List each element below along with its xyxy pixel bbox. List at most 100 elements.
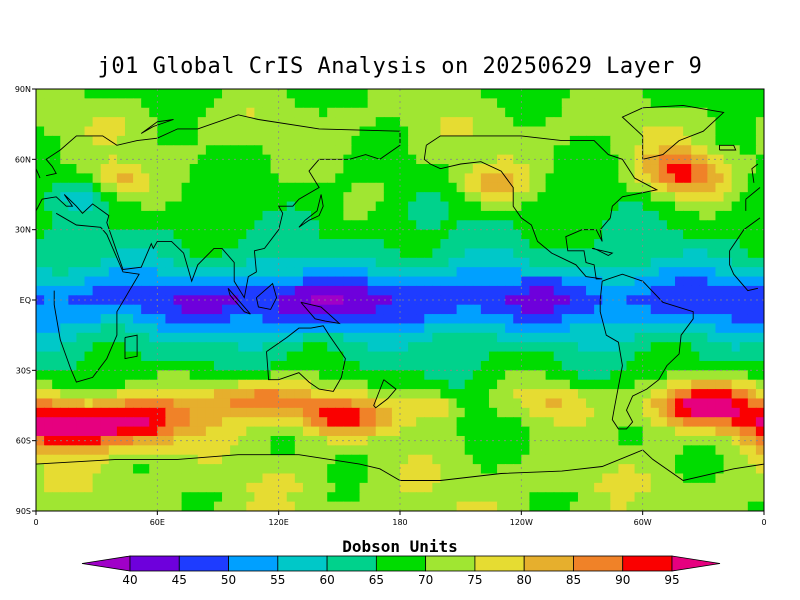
field-cell	[513, 417, 522, 428]
field-cell	[650, 314, 660, 325]
field-cell	[537, 351, 547, 362]
field-cell	[165, 304, 175, 315]
field-cell	[375, 482, 385, 493]
field-cell	[76, 89, 86, 99]
field-cell	[391, 370, 401, 381]
field-cell	[133, 323, 142, 334]
field-cell	[44, 351, 53, 362]
field-cell	[675, 220, 684, 231]
field-cell	[586, 464, 595, 475]
field-cell	[294, 89, 304, 99]
field-cell	[497, 164, 506, 174]
field-cell	[626, 276, 636, 287]
field-cell	[238, 464, 247, 475]
field-cell	[715, 267, 725, 278]
field-cell	[545, 145, 555, 156]
field-cell	[480, 164, 490, 174]
field-cell	[319, 473, 328, 484]
field-cell	[205, 229, 215, 240]
field-cell	[262, 201, 272, 212]
field-cell	[634, 248, 644, 259]
field-cell	[545, 398, 555, 409]
field-cell	[650, 239, 660, 250]
field-cell	[488, 407, 498, 418]
field-cell	[52, 379, 61, 390]
field-cell	[747, 323, 757, 334]
field-cell	[108, 351, 118, 362]
field-cell	[230, 117, 239, 128]
field-cell	[367, 426, 377, 437]
field-cell	[448, 435, 458, 446]
lat-tick-label: EQ	[20, 296, 31, 305]
field-cell	[181, 435, 191, 446]
field-cell	[327, 98, 336, 109]
field-cell	[52, 89, 61, 99]
field-cell	[416, 164, 425, 174]
field-cell	[529, 426, 539, 437]
field-cell	[440, 417, 450, 428]
field-cell	[149, 351, 158, 362]
field-cell	[375, 342, 385, 353]
field-cell	[707, 360, 717, 371]
field-cell	[213, 182, 223, 193]
field-cell	[505, 210, 514, 221]
field-cell	[52, 342, 61, 353]
field-cell	[230, 407, 239, 418]
field-cell	[594, 145, 603, 156]
field-cell	[278, 323, 288, 334]
field-cell	[626, 332, 636, 343]
field-cell	[658, 332, 668, 343]
field-cell	[254, 276, 264, 287]
field-cell	[367, 295, 377, 306]
field-cell	[400, 154, 409, 165]
field-cell	[448, 501, 458, 511]
field-cell	[594, 501, 603, 511]
field-cell	[529, 220, 539, 231]
field-cell	[197, 379, 207, 390]
field-cell	[723, 192, 733, 203]
field-cell	[683, 201, 692, 212]
field-cell	[359, 323, 369, 334]
field-cell	[222, 107, 231, 118]
field-cell	[408, 323, 417, 334]
field-cell	[683, 295, 692, 306]
field-cell	[521, 370, 531, 381]
field-cell	[189, 389, 199, 400]
field-cell	[723, 379, 733, 390]
field-cell	[715, 126, 725, 137]
field-cell	[529, 445, 539, 456]
field-cell	[278, 417, 288, 428]
field-cell	[100, 389, 110, 400]
field-cell	[521, 276, 531, 287]
field-cell	[521, 351, 531, 362]
field-cell	[408, 426, 417, 437]
field-cell	[375, 220, 385, 231]
field-cell	[302, 426, 312, 437]
field-cell	[448, 257, 458, 268]
field-cell	[675, 473, 684, 484]
field-cell	[618, 342, 628, 353]
field-cell	[755, 482, 764, 493]
field-cell	[497, 276, 506, 287]
field-cell	[44, 482, 53, 493]
field-cell	[36, 473, 45, 484]
field-cell	[723, 473, 733, 484]
field-cell	[594, 360, 603, 371]
field-cell	[238, 482, 247, 493]
field-cell	[254, 370, 264, 381]
field-cell	[472, 239, 482, 250]
field-cell	[278, 407, 288, 418]
field-cell	[553, 417, 563, 428]
field-cell	[270, 426, 280, 437]
field-cell	[36, 107, 45, 118]
field-cell	[76, 351, 86, 362]
field-cell	[561, 210, 571, 221]
field-cell	[391, 342, 401, 353]
field-cell	[432, 370, 442, 381]
field-cell	[335, 454, 344, 465]
field-cell	[602, 323, 611, 334]
field-cell	[731, 192, 741, 203]
field-cell	[92, 117, 102, 128]
field-cell	[367, 154, 377, 165]
field-cell	[739, 220, 749, 231]
